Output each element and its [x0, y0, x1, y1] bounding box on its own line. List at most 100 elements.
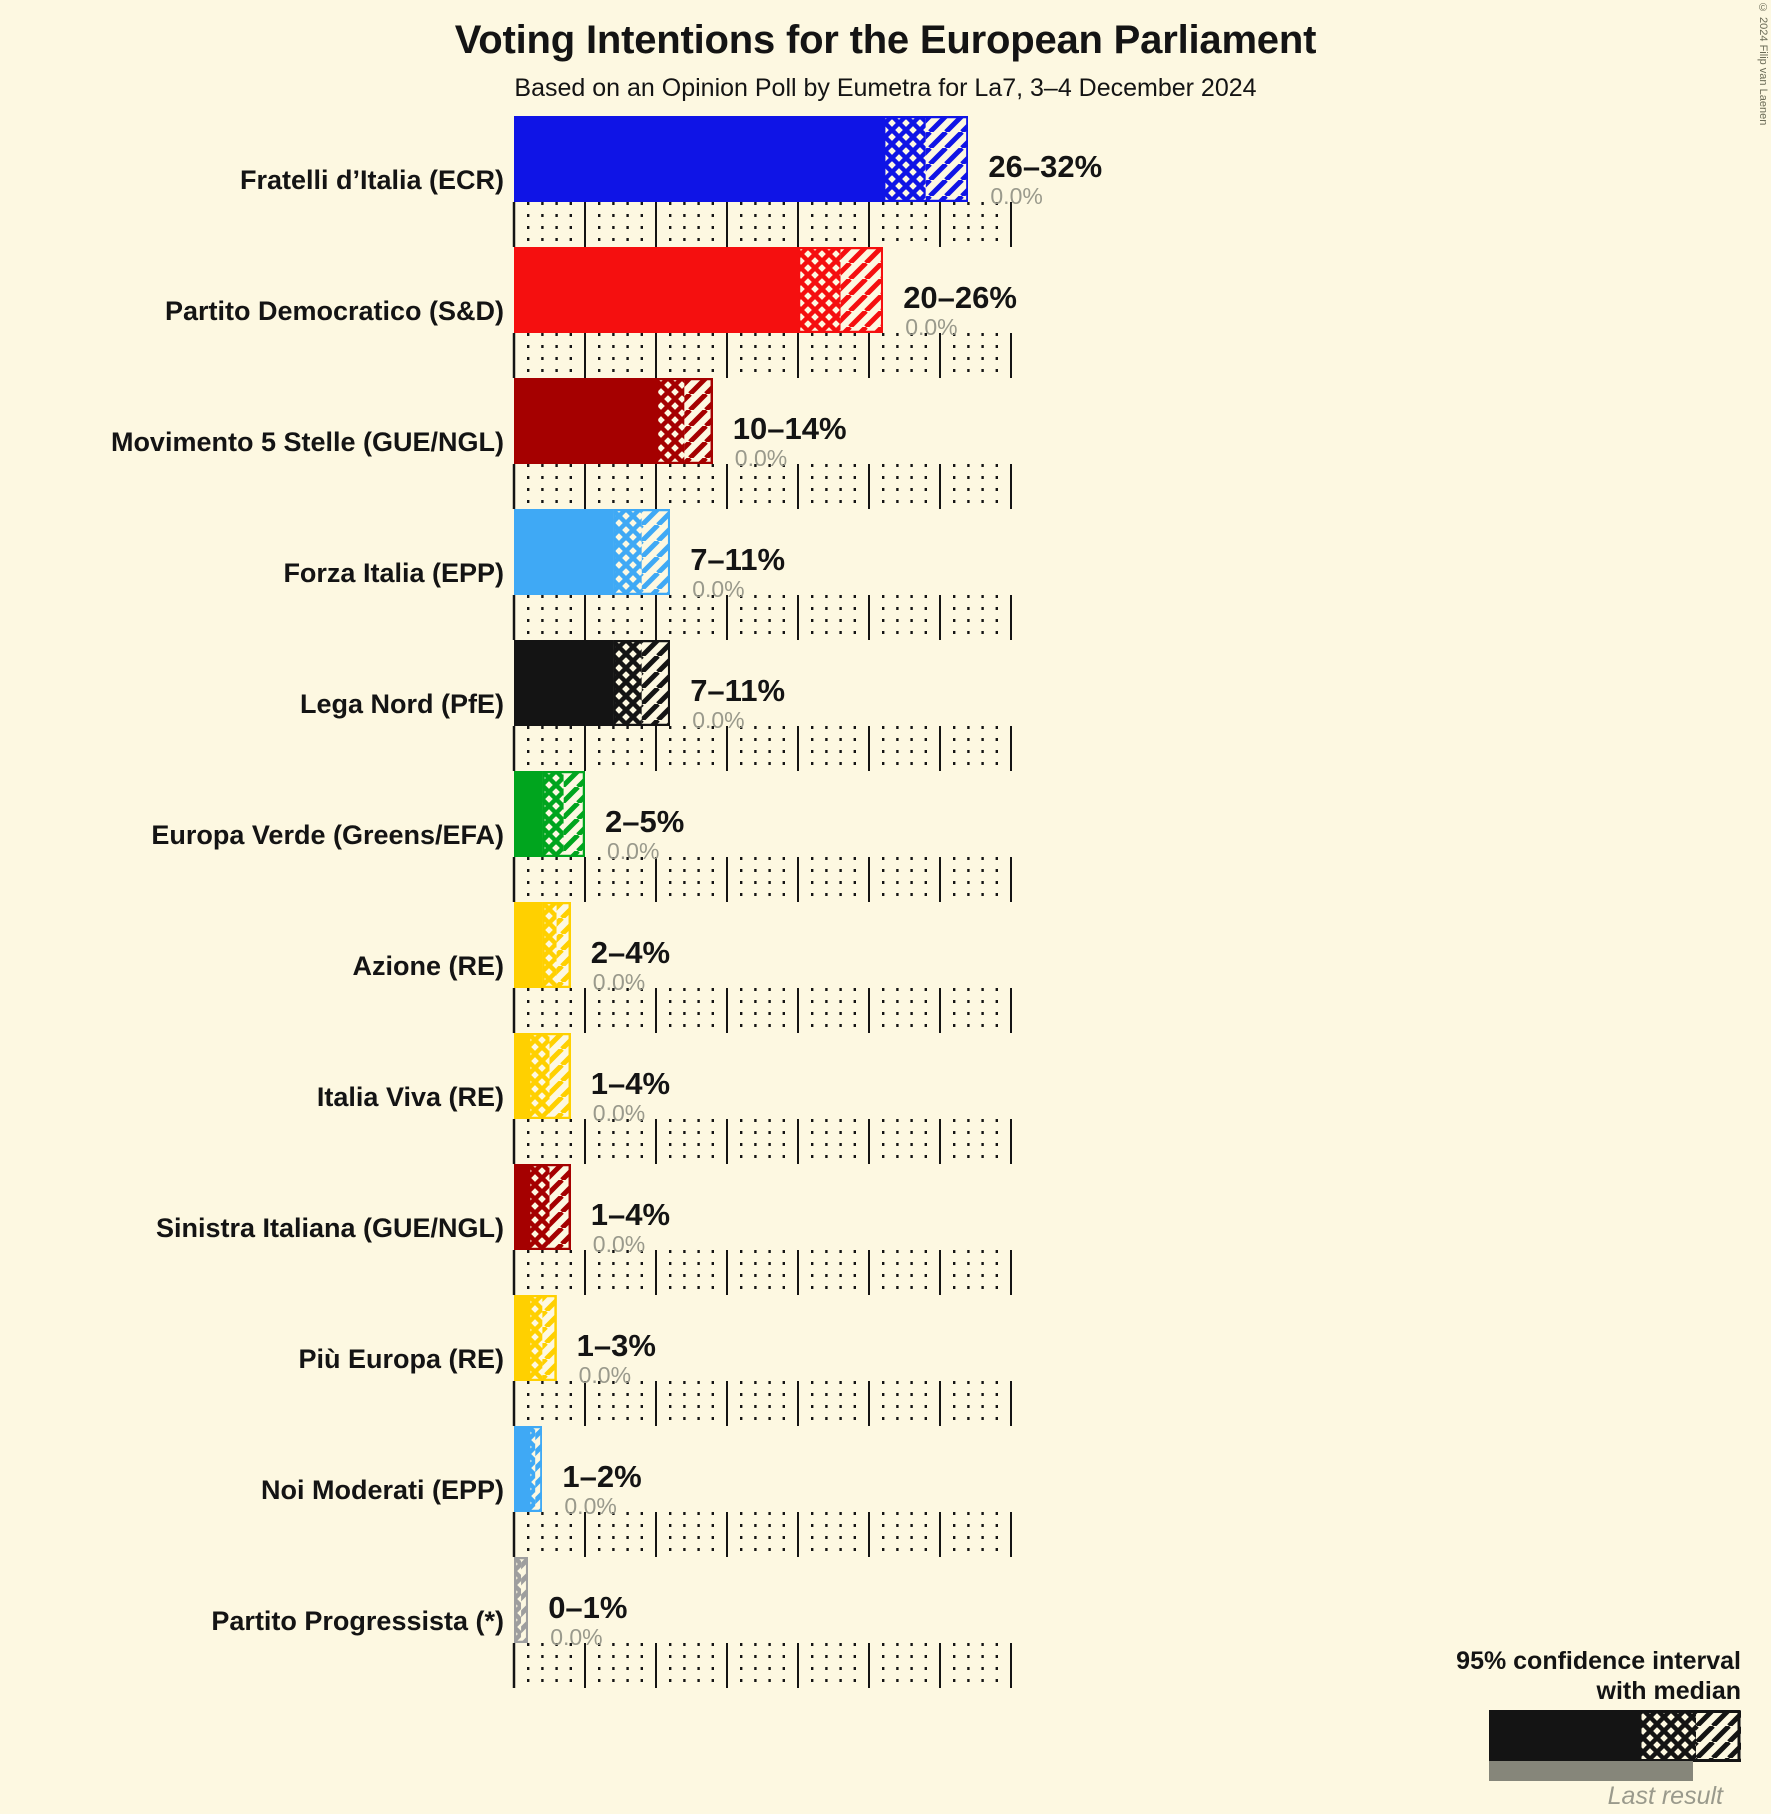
bar-outline — [797, 247, 884, 333]
bar-row: Azione (RE) 2–4% 0.0% — [0, 902, 1771, 994]
party-label: Italia Viva (RE) — [316, 1082, 504, 1112]
confidence-bar — [514, 247, 884, 333]
bar-solid-segment — [514, 1426, 529, 1512]
bar-crosshatch-segment — [542, 902, 557, 988]
last-result-value: 0.0% — [578, 1362, 632, 1388]
bar-diagonal-segment — [925, 116, 969, 202]
confidence-bar — [514, 1164, 571, 1250]
confidence-bar — [514, 116, 969, 202]
bar-solid-segment — [514, 509, 614, 595]
bar-crosshatch-segment — [542, 771, 564, 857]
bar-solid-segment — [514, 902, 543, 988]
bar-row: Partito Democratico (S&D) 20–26% 0.0% — [0, 247, 1771, 339]
last-result-value: 0.0% — [550, 1624, 603, 1650]
confidence-bar — [514, 902, 571, 988]
confidence-bar — [514, 640, 671, 726]
legend-title: 95% confidence interval with median — [1456, 1647, 1741, 1706]
confidence-bar — [514, 1033, 571, 1119]
bar-row: Movimento 5 Stelle (GUE/NGL) 10–14% 0.0% — [0, 378, 1771, 470]
last-result-value: 0.0% — [692, 576, 745, 602]
confidence-bar — [514, 1557, 529, 1643]
bar-crosshatch-segment — [528, 1295, 543, 1381]
bar-solid-segment — [514, 247, 798, 333]
legend-crosshatch-segment — [1639, 1710, 1696, 1762]
last-result-value: 0.0% — [734, 445, 788, 471]
value-range-label: 26–32% — [988, 149, 1103, 184]
bar-crosshatch-segment — [655, 378, 685, 464]
bar-diagonal-segment — [840, 247, 884, 333]
bar-diagonal-segment — [563, 771, 585, 857]
bar-row: Più Europa (RE) 1–3% 0.0% — [0, 1295, 1771, 1387]
bar-crosshatch-segment — [528, 1033, 550, 1119]
party-label: Movimento 5 Stelle (GUE/NGL) — [110, 427, 504, 457]
bar-outline — [527, 1426, 543, 1512]
confidence-bar — [514, 378, 713, 464]
bar-outline — [655, 378, 713, 464]
bar-crosshatch-segment — [613, 509, 642, 595]
bar-row: Fratelli d’Italia (ECR) 26–32% 0.0% — [0, 116, 1771, 208]
party-label: Azione (RE) — [352, 951, 505, 981]
bar-diagonal-segment — [641, 509, 671, 595]
bar-row: Lega Nord (PfE) 7–11% 0.0% — [0, 640, 1771, 732]
bar-diagonal-segment — [542, 1295, 557, 1381]
bar-crosshatch-segment — [528, 1164, 550, 1250]
bar-diagonal-segment — [556, 902, 571, 988]
last-result-value: 0.0% — [592, 1231, 646, 1257]
bar-diagonal-segment — [684, 378, 713, 464]
bar-outline — [514, 1557, 529, 1643]
legend-last-result-bar — [1489, 1761, 1693, 1781]
party-label: Lega Nord (PfE) — [299, 689, 504, 719]
bar-diagonal-segment — [535, 1426, 543, 1512]
value-range-label: 1–3% — [576, 1328, 656, 1363]
bar-outline — [542, 771, 585, 857]
legend-last-result-label: Last result — [1607, 1782, 1723, 1810]
bar-outline — [527, 1295, 557, 1381]
last-result-value: 0.0% — [564, 1493, 617, 1519]
bar-row: Europa Verde (Greens/EFA) 2–5% 0.0% — [0, 771, 1771, 863]
party-label: Forza Italia (EPP) — [283, 558, 504, 588]
last-result-value: 0.0% — [905, 314, 958, 340]
bar-outline — [882, 116, 969, 202]
page-subtitle: Based on an Opinion Poll by Eumetra for … — [514, 74, 1257, 102]
value-range-label: 7–11% — [690, 673, 786, 708]
bar-row: Noi Moderati (EPP) 1–2% 0.0% — [0, 1426, 1771, 1518]
party-label: Più Europa (RE) — [298, 1344, 504, 1374]
party-label: Europa Verde (Greens/EFA) — [151, 820, 504, 850]
bar-row: Italia Viva (RE) 1–4% 0.0% — [0, 1033, 1771, 1125]
confidence-bar — [514, 1426, 543, 1512]
bar-row: Forza Italia (EPP) 7–11% 0.0% — [0, 509, 1771, 601]
party-label: Noi Moderati (EPP) — [260, 1475, 504, 1505]
bar-row: Partito Progressista (*) 0–1% 0.0% — [0, 1557, 1771, 1649]
value-range-label: 1–4% — [590, 1066, 671, 1101]
legend-diagonal-segment — [1696, 1710, 1741, 1762]
bar-crosshatch-segment — [528, 1426, 536, 1512]
value-range-label: 7–11% — [690, 542, 786, 577]
bar-diagonal-segment — [549, 1033, 571, 1119]
bar-diagonal-segment — [521, 1557, 529, 1643]
bar-crosshatch-segment — [797, 247, 841, 333]
value-range-label: 1–2% — [562, 1459, 642, 1494]
bar-solid-segment — [514, 1033, 529, 1119]
last-result-value: 0.0% — [692, 707, 745, 733]
value-range-label: 10–14% — [732, 411, 847, 446]
confidence-bar — [514, 509, 671, 595]
legend-line-2: with median — [1596, 1676, 1741, 1705]
bar-solid-segment — [514, 771, 543, 857]
value-range-label: 0–1% — [548, 1590, 628, 1625]
value-range-label: 2–5% — [605, 804, 685, 839]
bar-outline — [613, 640, 671, 726]
bar-row: Sinistra Italiana (GUE/NGL) 1–4% 0.0% — [0, 1164, 1771, 1256]
bar-crosshatch-segment — [514, 1557, 522, 1643]
value-range-label: 20–26% — [903, 280, 1017, 315]
bar-solid-segment — [514, 1164, 529, 1250]
bar-outline — [542, 902, 571, 988]
page-title: Voting Intentions for the European Parli… — [454, 18, 1317, 62]
bar-diagonal-segment — [641, 640, 671, 726]
legend-outline — [1638, 1710, 1741, 1762]
bar-outline — [527, 1164, 571, 1250]
last-result-value: 0.0% — [990, 183, 1043, 209]
bar-outline — [527, 1033, 571, 1119]
last-result-value: 0.0% — [592, 969, 646, 995]
